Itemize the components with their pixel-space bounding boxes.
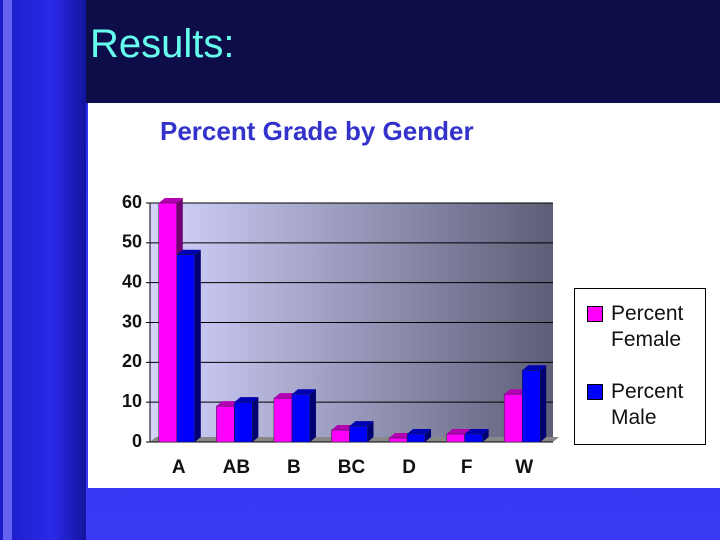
bar <box>406 429 432 443</box>
bar-side <box>252 397 259 442</box>
legend-label: Percent Female <box>611 302 684 351</box>
bar-side <box>309 389 316 442</box>
legend-swatch <box>587 306 603 322</box>
y-tick-label: 40 <box>122 271 142 291</box>
bar-front <box>521 370 541 443</box>
bar <box>291 389 316 443</box>
bar <box>349 421 374 443</box>
bar-top <box>349 421 374 427</box>
bar-top <box>407 429 432 435</box>
bar-front <box>446 433 465 443</box>
chart-title: Percent Grade by Gender <box>160 116 474 146</box>
bar-side <box>482 429 489 442</box>
title-band <box>86 0 720 103</box>
bar-side <box>367 421 374 442</box>
bar-front <box>158 202 178 443</box>
left-strip <box>0 0 86 540</box>
bar-top <box>522 365 547 371</box>
bar <box>464 429 489 443</box>
bar-side <box>425 429 432 442</box>
bar-front <box>331 429 350 443</box>
bar-top <box>158 198 183 203</box>
slide-title: Results: <box>90 22 235 66</box>
bar-top <box>176 249 201 255</box>
bar-front <box>273 397 293 443</box>
y-tick-label: 60 <box>122 192 142 212</box>
bar-side <box>540 365 547 442</box>
bar-front <box>388 437 408 443</box>
x-tick-label: B <box>287 457 301 478</box>
legend-entry: Percent Female <box>587 301 707 353</box>
x-tick-label: F <box>461 457 473 478</box>
bar-top <box>446 429 471 435</box>
y-tick-label: 0 <box>132 431 142 451</box>
legend-entry: Percent Male <box>587 379 707 431</box>
bar-front <box>503 393 523 443</box>
legend: Percent Female Percent Male <box>574 288 706 445</box>
y-tick-label: 50 <box>122 232 142 252</box>
x-tick-label: AB <box>223 457 250 478</box>
y-tick-label: 30 <box>122 311 142 331</box>
x-tick-label: A <box>172 457 186 478</box>
bar-front <box>406 433 426 443</box>
bar <box>176 249 201 443</box>
bar-front <box>464 433 483 443</box>
bar-front <box>176 254 196 443</box>
bar <box>234 397 259 443</box>
bar-top <box>291 389 316 395</box>
legend-swatch <box>587 384 603 400</box>
bar-front <box>234 401 253 443</box>
bar-front <box>291 393 311 443</box>
bar-top <box>234 397 259 403</box>
bar-front <box>216 405 235 443</box>
bar-side <box>194 249 201 442</box>
bar <box>521 365 547 443</box>
x-tick-label: BC <box>338 457 366 478</box>
legend-label: Percent Male <box>611 380 684 429</box>
bar-top <box>464 429 489 435</box>
y-tick-label: 10 <box>122 391 142 411</box>
y-tick-label: 20 <box>122 351 142 371</box>
x-tick-label: D <box>402 457 416 478</box>
square-pattern <box>3 0 19 540</box>
bar-front <box>349 425 368 443</box>
x-tick-label: W <box>515 457 533 478</box>
